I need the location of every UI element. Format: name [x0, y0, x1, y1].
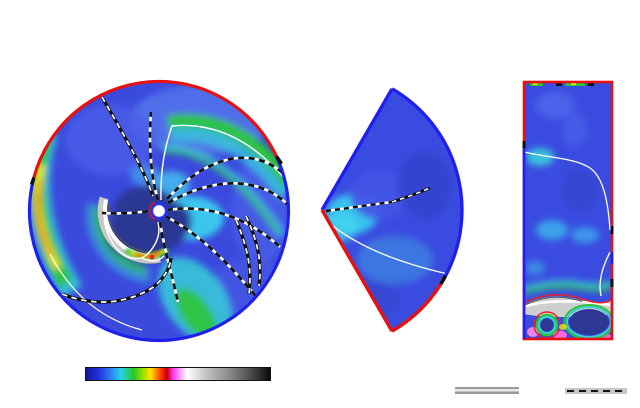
radial-border-polarity [522, 80, 614, 341]
earth-imf-line [325, 186, 431, 213]
current-sheet-lines [49, 124, 288, 331]
imf-negative-swatch [340, 385, 371, 395]
radial-current-sheet [524, 151, 611, 297]
cme-sheath-crescent [97, 195, 170, 264]
wedge-boundary-polarity [320, 87, 464, 333]
meridional-heatmap [320, 87, 464, 333]
density-colorbar [85, 367, 271, 381]
ecliptic-rim-polarity [27, 79, 291, 343]
sun-marker [148, 201, 169, 221]
ecliptic-heatmap [27, 79, 291, 343]
imf-line-sample [565, 388, 627, 394]
imf-positive-swatch [371, 385, 402, 395]
imf-field-lines [61, 96, 288, 304]
radial-map-heatmap [522, 80, 614, 341]
current-sheet-line [327, 221, 449, 275]
current-sheath-sample [455, 387, 519, 394]
radial-cme-complex [524, 294, 612, 339]
imf-polarity-bar [340, 385, 402, 395]
radial-top-strip [530, 82, 594, 86]
